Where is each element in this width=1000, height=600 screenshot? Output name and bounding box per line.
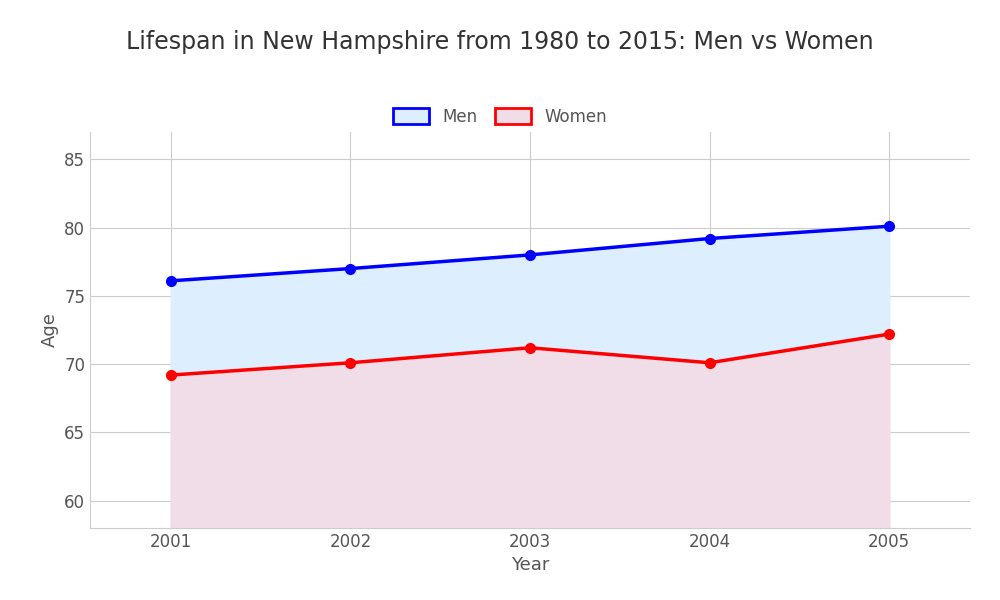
- Legend: Men, Women: Men, Women: [386, 101, 614, 133]
- Text: Lifespan in New Hampshire from 1980 to 2015: Men vs Women: Lifespan in New Hampshire from 1980 to 2…: [126, 30, 874, 54]
- Y-axis label: Age: Age: [41, 313, 59, 347]
- X-axis label: Year: Year: [511, 556, 549, 574]
